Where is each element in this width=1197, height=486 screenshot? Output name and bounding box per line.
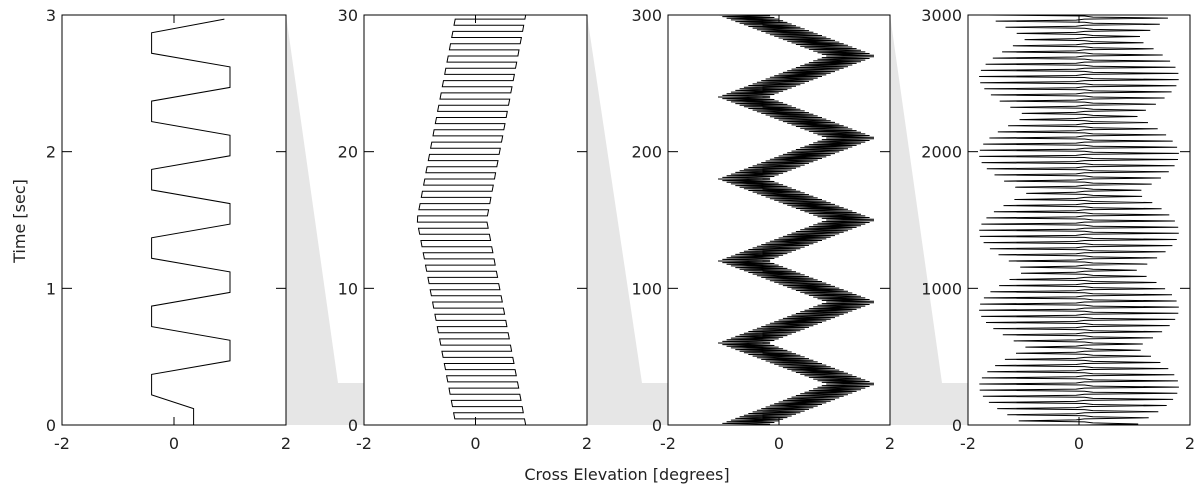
x-tick-label-1-2: 2 xyxy=(281,434,291,453)
y-tick-label-2-1: 10 xyxy=(338,279,358,298)
data-trace-3 xyxy=(717,15,875,425)
y-tick-label-3-3: 300 xyxy=(631,6,662,25)
x-tick-label-3-0: -2 xyxy=(660,434,676,453)
y-tick-label-1-3: 3 xyxy=(46,6,56,25)
x-tick-label-4-1: 0 xyxy=(1074,434,1084,453)
x-tick-label-2-0: -2 xyxy=(356,434,372,453)
y-tick-label-1-2: 2 xyxy=(46,143,56,162)
x-tick-label-1-1: 0 xyxy=(169,434,179,453)
plot-frame-3 xyxy=(667,14,891,426)
data-trace-1 xyxy=(151,18,231,425)
y-tick-label-4-1: 1000 xyxy=(921,279,962,298)
y-axis-label: Time [sec] xyxy=(10,179,29,264)
y-tick-label-1-1: 1 xyxy=(46,279,56,298)
zoom-connector-3 xyxy=(890,15,968,425)
plot-frame-1 xyxy=(61,14,287,426)
zoom-connector-1 xyxy=(286,15,364,425)
plot-area-3 xyxy=(717,15,875,425)
y-tick-label-3-2: 200 xyxy=(631,143,662,162)
y-tick-label-4-3: 3000 xyxy=(921,6,962,25)
x-tick-label-4-2: 2 xyxy=(1185,434,1195,453)
plot-area-2 xyxy=(416,15,527,425)
x-tick-label-2-2: 2 xyxy=(582,434,592,453)
zoom-connectors xyxy=(286,15,968,425)
x-tick-label-3-1: 0 xyxy=(774,434,784,453)
x-tick-label-3-2: 2 xyxy=(885,434,895,453)
y-tick-label-3-0: 0 xyxy=(652,416,662,435)
y-tick-label-2-0: 0 xyxy=(348,416,358,435)
data-trace-4 xyxy=(979,15,1179,425)
y-tick-label-1-0: 0 xyxy=(46,416,56,435)
plot-area-1 xyxy=(151,18,231,425)
y-tick-label-2-2: 20 xyxy=(338,143,358,162)
y-tick-label-4-0: 0 xyxy=(952,416,962,435)
x-tick-label-2-1: 0 xyxy=(470,434,480,453)
plot-area-4 xyxy=(979,15,1179,425)
y-tick-label-4-2: 2000 xyxy=(921,143,962,162)
zoom-connector-2 xyxy=(587,15,668,425)
y-tick-label-3-1: 100 xyxy=(631,279,662,298)
shared-x-axis-label: Cross Elevation [degrees] xyxy=(524,465,729,484)
x-tick-label-4-0: -2 xyxy=(960,434,976,453)
x-tick-label-1-0: -2 xyxy=(54,434,70,453)
y-tick-label-2-3: 30 xyxy=(338,6,358,25)
data-trace-2 xyxy=(416,15,527,425)
